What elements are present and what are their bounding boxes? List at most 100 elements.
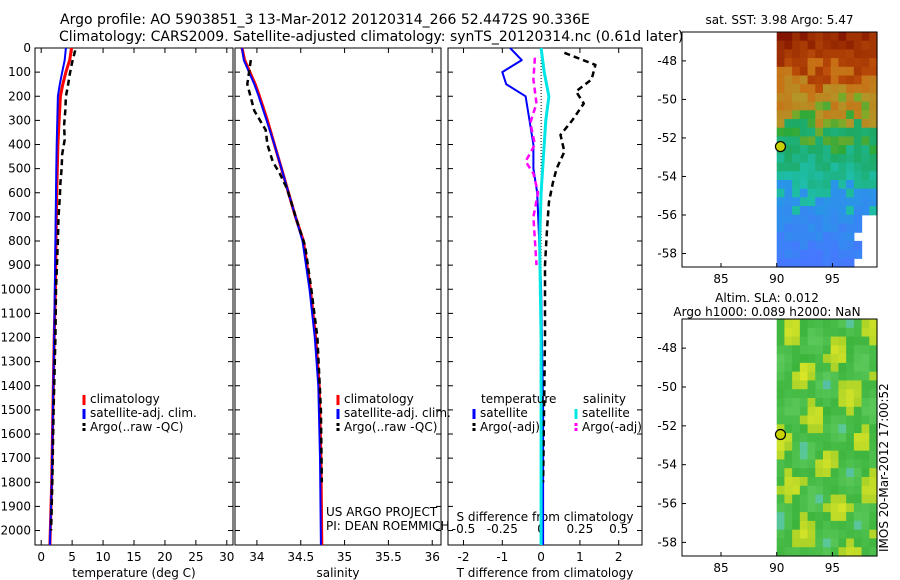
sla-map-cell: [799, 503, 809, 513]
sla-map-cell: [815, 494, 824, 504]
sst-map-cell: [776, 40, 786, 50]
sst-map-cell: [823, 258, 832, 268]
sla-map-cell: [792, 415, 801, 425]
sla-map-cell: [846, 389, 855, 399]
sla-map-cell: [815, 503, 824, 513]
sla-map-cell: [853, 485, 863, 496]
sst-map-cell: [853, 49, 863, 59]
sst-map-cell: [784, 179, 793, 190]
sla-map-cell: [807, 319, 816, 329]
sla-map-cell: [869, 477, 878, 487]
sst-map-cell: [823, 84, 832, 94]
sst-map-cell: [823, 240, 832, 251]
sla-map-cell: [861, 485, 870, 496]
temperature-line-1: [48, 47, 67, 546]
sst-map-cell: [799, 214, 809, 225]
sst-map-cell: [853, 223, 863, 233]
sla-map-cell: [869, 503, 878, 513]
sla-map-cell: [846, 354, 855, 364]
sst-map-cell: [784, 206, 793, 216]
sla-map-cell: [776, 354, 786, 364]
sla-map-cell: [853, 354, 863, 364]
sst-map-cell: [830, 145, 840, 155]
temperature-ytick-label: 1700: [0, 451, 31, 465]
sla-map-cell: [838, 389, 847, 399]
salinity-xtick-label: 34: [249, 550, 264, 564]
sst-map-cell: [830, 223, 840, 233]
sst-map-cell: [869, 162, 878, 172]
sst-map-cell: [815, 188, 824, 198]
temperature-ytick-label: 0: [23, 41, 31, 55]
sla-map-cell: [784, 389, 793, 399]
sla-map-cell: [799, 547, 809, 557]
sla-map-cell: [861, 468, 870, 478]
sst-map-cell: [846, 206, 855, 216]
sst-map-cell: [799, 162, 809, 172]
sla-map-ytick-label: -58: [657, 535, 677, 549]
sst-map-cell: [861, 110, 870, 120]
difference-s-tick-label: 0.25: [567, 522, 594, 536]
sla-map-cell: [823, 424, 832, 434]
sst-map-cell: [799, 258, 809, 268]
sla-map-cell: [838, 336, 847, 346]
sla-map-cell: [807, 327, 816, 338]
difference-line-2: [538, 47, 551, 545]
sla-map-cell: [776, 398, 786, 408]
sla-map-cell: [823, 354, 832, 364]
sst-map-cell: [776, 179, 786, 190]
sla-map-cell: [776, 389, 786, 399]
sst-map-cell: [807, 223, 816, 233]
sla-map-cell: [830, 327, 840, 338]
sla-map-cell: [823, 485, 832, 496]
salinity-axes-frame: [234, 47, 442, 546]
sst-map-cell: [846, 32, 855, 42]
sst-map-cell: [784, 101, 793, 111]
temperature-ytick-label: 700: [8, 210, 31, 224]
sla-map-cell: [861, 389, 870, 399]
sst-map-cell: [830, 66, 840, 77]
sst-map-cell: [846, 240, 855, 251]
sst-map-cell: [830, 249, 840, 259]
sla-map-cell: [799, 520, 809, 531]
sla-map-cell: [823, 459, 832, 469]
sla-map-cell: [776, 459, 786, 469]
sst-map-cell: [830, 162, 840, 172]
sla-map-cell: [776, 512, 786, 522]
sst-map-cell: [807, 179, 816, 190]
sst-map-cell: [823, 66, 832, 77]
sst-map-cell: [853, 119, 863, 129]
salinity-legend-1: satellite-adj. clim.: [344, 406, 451, 420]
sst-map-cell: [784, 49, 793, 59]
sst-map-cell: [846, 92, 855, 103]
sst-map-cell: [799, 171, 809, 181]
sst-map-cell: [799, 58, 809, 68]
sla-map-cell: [807, 468, 816, 478]
sla-map-cell: [830, 336, 840, 346]
sst-map-cell: [823, 188, 832, 198]
temperature-ytick-label: 900: [8, 258, 31, 272]
sst-map-cell: [861, 171, 870, 181]
sst-map-cell: [853, 214, 863, 225]
sla-map-cell: [853, 538, 863, 548]
sst-map-cell: [815, 136, 824, 146]
sla-map-cell: [799, 512, 809, 522]
difference-axes-frame: [447, 47, 643, 546]
sst-map-cell: [830, 171, 840, 181]
sla-map-cell: [853, 529, 863, 540]
sst-map-cell: [799, 240, 809, 251]
sla-map: 85 90 95 -48 -50 -52 -54 -56 -58 Altim. SLA: 0.01…: [657, 291, 878, 575]
sst-map-cell: [838, 101, 847, 111]
salinity-legend-2: Argo(..raw -QC): [344, 420, 437, 434]
sla-map-cell: [799, 319, 809, 329]
sst-map-cell: [815, 232, 824, 242]
sla-map-cell: [869, 362, 878, 373]
sla-map-cell: [807, 485, 816, 496]
sst-map-cell: [869, 136, 878, 146]
sst-map-cell: [823, 49, 832, 59]
sla-map-cell: [838, 477, 847, 487]
sla-map-cell: [776, 547, 786, 557]
sla-map-cell: [807, 336, 816, 346]
sst-map-cell: [846, 58, 855, 68]
sla-map-cell: [823, 319, 832, 329]
sla-map-cell: [861, 441, 870, 452]
